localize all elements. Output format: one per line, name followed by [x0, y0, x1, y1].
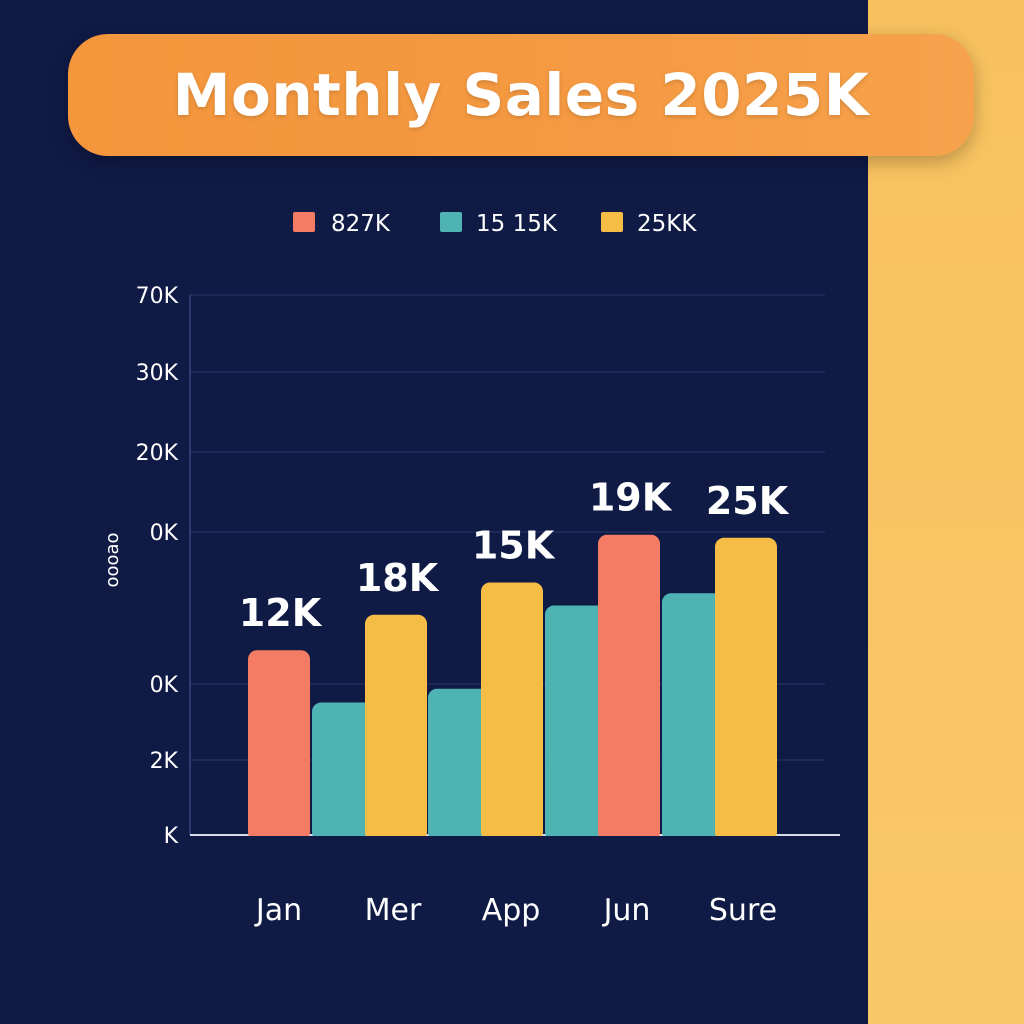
x-category-label: App [482, 893, 541, 928]
side-panel [868, 0, 1024, 1024]
legend-swatch [601, 212, 623, 232]
y-tick-label: K [164, 824, 179, 849]
chart-title: Monthly Sales 2025K [172, 61, 870, 129]
y-axis-label: oooao [102, 532, 123, 587]
y-tick-label: 0K [150, 521, 179, 546]
data-label: 18K [356, 556, 440, 600]
bar [248, 650, 310, 841]
legend-swatch [293, 212, 315, 232]
bar [545, 605, 607, 841]
legend-label: 25KK [637, 211, 697, 237]
x-category-label: Mer [365, 893, 422, 928]
bar [481, 582, 543, 841]
bar [365, 614, 427, 841]
y-tick-label: 30K [136, 361, 179, 386]
data-label: 12K [239, 591, 323, 635]
y-tick-label: 20K [136, 441, 179, 466]
bar [312, 702, 374, 841]
y-tick-label: 70K [136, 284, 179, 309]
x-category-label: Jan [254, 893, 302, 928]
baseline-mask [240, 836, 800, 844]
legend-label: 15 15K [476, 211, 558, 237]
y-tick-label: 2K [150, 749, 179, 774]
x-category-label: Sure [709, 893, 777, 928]
x-category-label: Jun [602, 893, 651, 928]
bar [715, 537, 777, 841]
bar [598, 534, 660, 841]
bar [662, 593, 724, 841]
data-label: 15K [472, 523, 556, 567]
data-label: 19K [589, 476, 673, 520]
legend-swatch [440, 212, 462, 232]
data-label: 25K [706, 479, 790, 523]
title-banner: Monthly Sales 2025K [68, 34, 974, 156]
legend-label: 827K [331, 211, 391, 237]
y-tick-label: 0K [150, 673, 179, 698]
bar [428, 688, 490, 841]
